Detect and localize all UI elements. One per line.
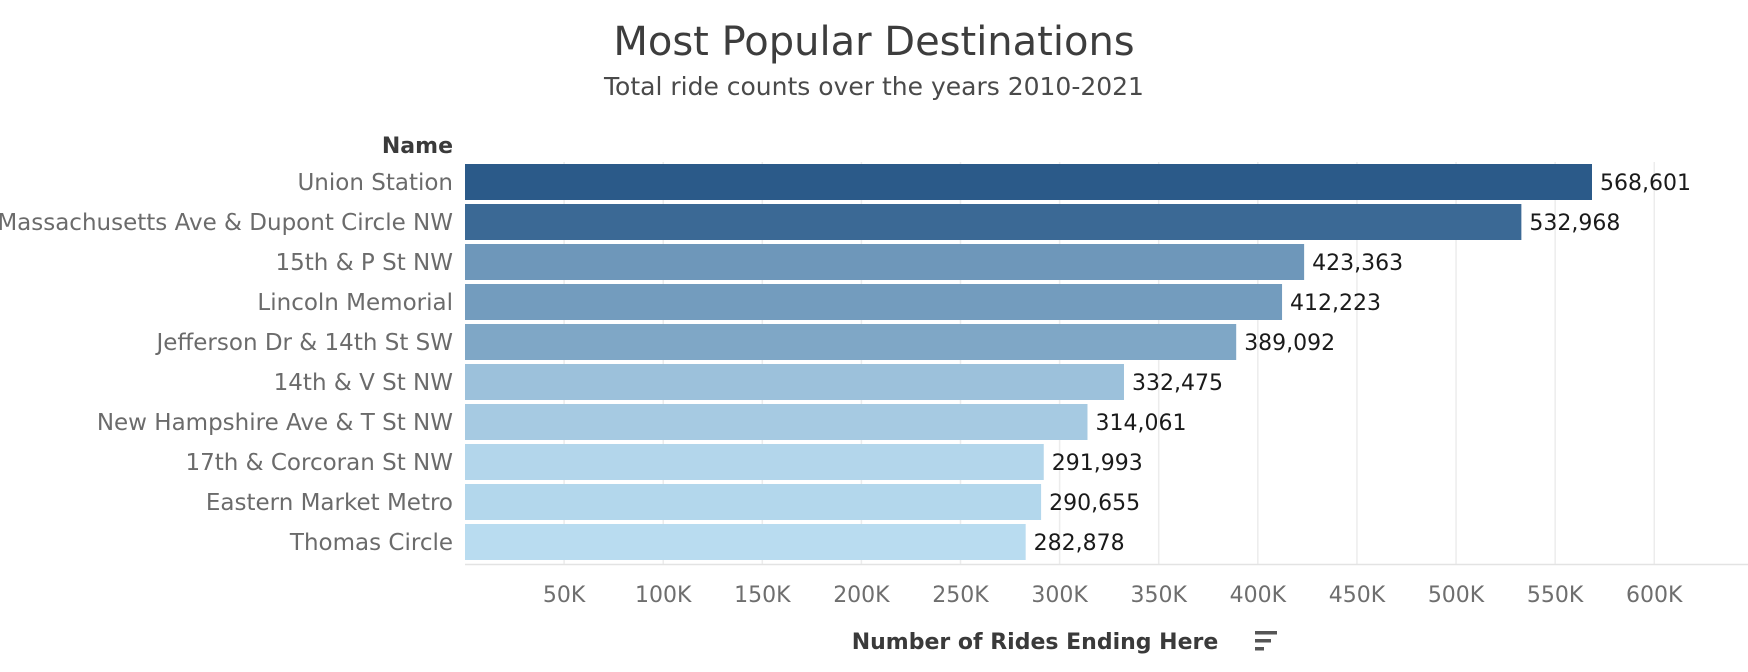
category-label-9: Thomas Circle	[289, 530, 453, 556]
x-tick-label-11: 600K	[1626, 583, 1683, 608]
value-labels: 568,601 532,968 423,363 412,223 389,092 332,4…	[1034, 171, 1691, 556]
category-label-8: Eastern Market Metro	[206, 490, 453, 516]
chart-subtitle: Total ride counts over the years 2010-20…	[603, 72, 1144, 101]
value-label-1: 532,968	[1529, 211, 1620, 236]
x-axis-title: Number of Rides Ending Here	[852, 630, 1219, 655]
bar-8[interactable]	[465, 484, 1042, 520]
bar-1[interactable]	[465, 204, 1522, 240]
category-label-7: 17th & Corcoran St NW	[185, 450, 453, 476]
bar-3[interactable]	[465, 284, 1283, 320]
x-tick-label-4: 250K	[932, 583, 989, 608]
category-label-0: Union Station	[297, 170, 453, 196]
category-label-5: 14th & V St NW	[274, 370, 453, 396]
category-label-2: 15th & P St NW	[276, 250, 453, 276]
bars-group	[465, 164, 1592, 560]
x-axis-ticks: 50K 100K 150K 200K 250K 300K 350K 400K 450K 500K 5…	[543, 583, 1683, 608]
x-tick-label-10: 550K	[1527, 583, 1584, 608]
bar-6[interactable]	[465, 404, 1088, 440]
value-label-5: 332,475	[1132, 371, 1223, 396]
chart-title: Most Popular Destinations	[613, 19, 1134, 65]
x-tick-label-5: 300K	[1031, 583, 1088, 608]
x-tick-label-1: 100K	[635, 583, 692, 608]
value-label-4: 389,092	[1244, 331, 1335, 356]
sort-descending-icon[interactable]	[1255, 631, 1277, 651]
value-label-2: 423,363	[1312, 251, 1403, 276]
value-label-8: 290,655	[1049, 491, 1140, 516]
value-label-6: 314,061	[1095, 411, 1186, 436]
category-label-4: Jefferson Dr & 14th St SW	[155, 330, 454, 356]
value-label-3: 412,223	[1290, 291, 1381, 316]
x-tick-label-0: 50K	[543, 583, 586, 608]
bar-7[interactable]	[465, 444, 1044, 480]
category-label-3: Lincoln Memorial	[257, 290, 453, 316]
x-tick-label-7: 400K	[1230, 583, 1287, 608]
category-labels: Union Station Massachusetts Ave & Dupont …	[0, 170, 453, 556]
x-tick-label-6: 350K	[1131, 583, 1188, 608]
x-tick-label-2: 150K	[734, 583, 791, 608]
bar-5[interactable]	[465, 364, 1124, 400]
category-label-1: Massachusetts Ave & Dupont Circle NW	[0, 210, 453, 236]
value-label-7: 291,993	[1052, 451, 1143, 476]
value-label-9: 282,878	[1034, 531, 1125, 556]
bar-0[interactable]	[465, 164, 1592, 200]
x-tick-label-9: 500K	[1428, 583, 1485, 608]
category-label-6: New Hampshire Ave & T St NW	[97, 410, 453, 436]
x-tick-label-8: 450K	[1329, 583, 1386, 608]
x-tick-label-3: 200K	[833, 583, 890, 608]
bar-4[interactable]	[465, 324, 1237, 360]
bar-2[interactable]	[465, 244, 1305, 280]
value-label-0: 568,601	[1600, 171, 1691, 196]
category-header: Name	[382, 134, 453, 159]
bar-9[interactable]	[465, 524, 1026, 560]
